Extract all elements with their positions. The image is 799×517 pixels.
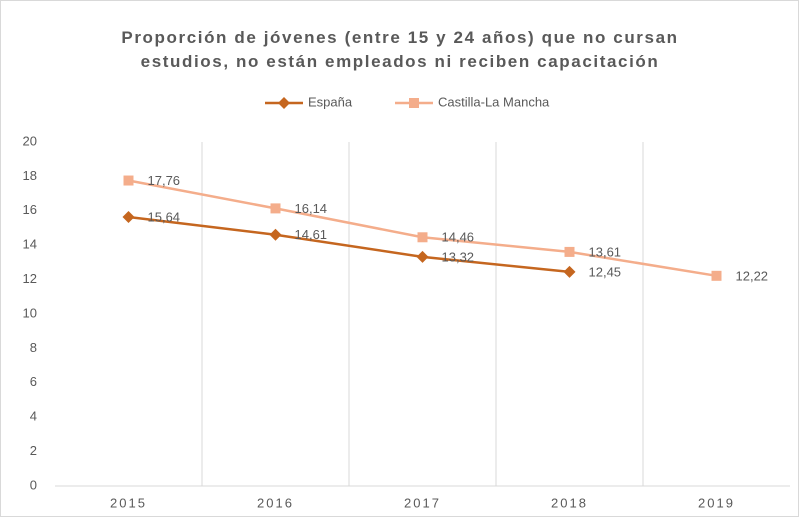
data-label: 12,45	[589, 264, 622, 279]
x-tick-label: 2016	[257, 495, 294, 510]
data-label: 13,61	[589, 244, 622, 259]
data-label: 16,14	[295, 201, 328, 216]
marker	[417, 232, 428, 243]
y-tick-label: 12	[23, 271, 37, 286]
legend-label: Castilla-La Mancha	[438, 94, 550, 109]
data-label: 15,64	[148, 209, 181, 224]
y-tick-label: 18	[23, 168, 37, 183]
x-tick-label: 2018	[551, 495, 588, 510]
marker	[278, 97, 290, 109]
marker	[564, 246, 575, 257]
chart-title: Proporción de jóvenes (entre 15 y 24 año…	[121, 28, 679, 71]
marker	[269, 228, 282, 241]
marker	[122, 210, 135, 223]
y-tick-label: 0	[30, 477, 37, 492]
series-line	[128, 215, 570, 274]
data-label: 14,46	[442, 230, 475, 245]
y-tick-label: 4	[30, 409, 37, 424]
marker	[711, 270, 722, 281]
x-tick-label: 2015	[110, 495, 147, 510]
data-label: 14,61	[295, 227, 328, 242]
x-tick-label: 2019	[698, 495, 735, 510]
y-tick-label: 6	[30, 374, 37, 389]
y-tick-label: 20	[23, 133, 37, 148]
data-label: 12,22	[736, 268, 769, 283]
marker	[270, 203, 281, 214]
y-tick-label: 16	[23, 202, 37, 217]
y-tick-label: 10	[23, 305, 37, 320]
legend-label: España	[308, 94, 353, 109]
data-label: 13,32	[442, 249, 475, 264]
y-tick-label: 14	[23, 237, 37, 252]
marker	[409, 98, 419, 108]
x-tick-label: 2017	[404, 495, 441, 510]
marker	[123, 175, 134, 186]
y-tick-label: 2	[30, 443, 37, 458]
y-tick-label: 8	[30, 340, 37, 355]
marker	[416, 250, 429, 263]
data-label: 17,76	[148, 173, 181, 188]
marker	[563, 265, 576, 278]
